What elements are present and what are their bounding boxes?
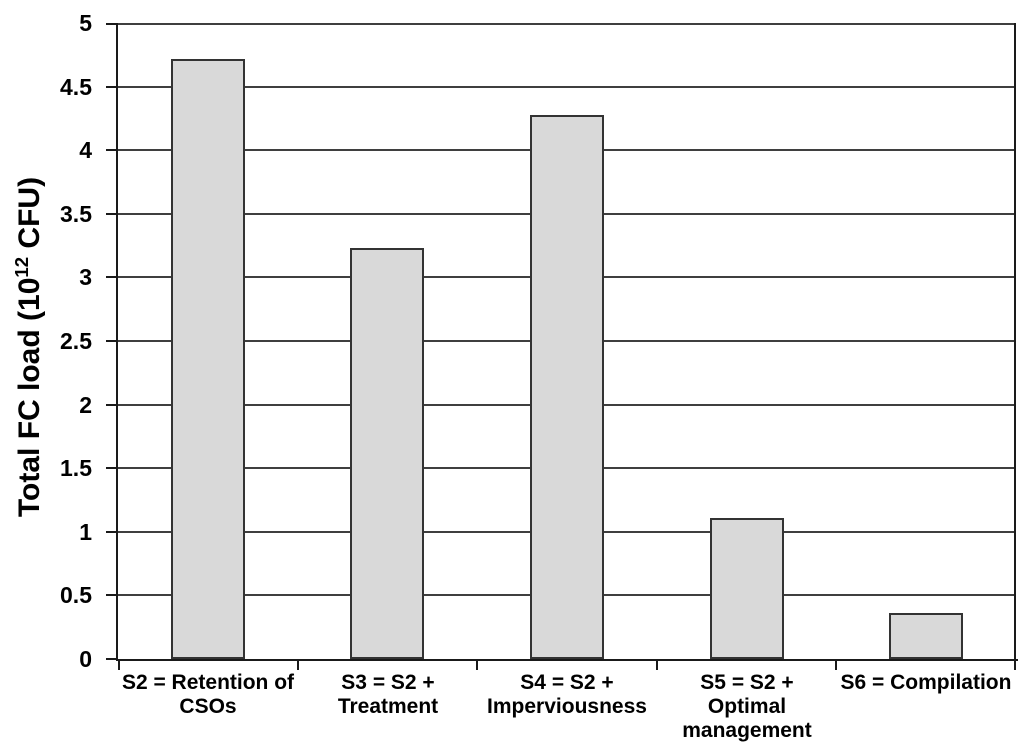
bar-1 bbox=[171, 59, 245, 659]
y-tick-label: 1.5 bbox=[60, 455, 92, 481]
plot-right-border bbox=[1014, 23, 1016, 659]
y-tick-mark bbox=[106, 276, 116, 278]
y-tick-mark bbox=[106, 23, 116, 25]
bar-3 bbox=[530, 115, 604, 659]
y-tick-label: 3.5 bbox=[60, 201, 92, 227]
y-tick-mark bbox=[106, 531, 116, 533]
y-tick-mark bbox=[106, 467, 116, 469]
bar-2 bbox=[350, 248, 424, 659]
x-category-label: S6 = Compilation bbox=[840, 671, 1012, 694]
y-tick-label: 4 bbox=[79, 137, 92, 163]
y-tick-label: 0.5 bbox=[60, 582, 92, 608]
y-tick-mark bbox=[106, 594, 116, 596]
y-tick-mark bbox=[106, 213, 116, 215]
y-tick-mark bbox=[106, 149, 116, 151]
y-axis-line bbox=[116, 23, 118, 659]
x-tick-mark bbox=[118, 659, 120, 670]
y-tick-mark bbox=[106, 340, 116, 342]
x-category-label: S3 = S2 + Treatment bbox=[337, 671, 439, 718]
x-tick-mark bbox=[1014, 659, 1016, 670]
y-axis-tick-labels: 0 0.5 1 1.5 2 2.5 3 3.5 4 4.5 5 bbox=[0, 11, 92, 671]
x-tick-mark bbox=[835, 659, 837, 670]
y-tick-mark bbox=[106, 86, 116, 88]
y-tick-label: 1 bbox=[79, 519, 92, 545]
bar-5 bbox=[889, 613, 963, 659]
x-category-label: S2 = Retention of CSOs bbox=[121, 671, 295, 718]
y-tick-mark bbox=[106, 658, 116, 660]
x-tick-mark bbox=[297, 659, 299, 670]
plot-area bbox=[106, 23, 1018, 670]
gridline bbox=[118, 23, 1016, 25]
y-tick-label: 3 bbox=[79, 264, 92, 290]
x-tick-mark bbox=[476, 659, 478, 670]
gridline bbox=[118, 86, 1016, 88]
x-tick-mark bbox=[656, 659, 658, 670]
y-tick-label: 4.5 bbox=[60, 74, 92, 100]
y-tick-label: 2.5 bbox=[60, 328, 92, 354]
x-axis-category-labels: S2 = Retention of CSOs S3 = S2 + Treatmen… bbox=[118, 671, 1016, 749]
y-tick-mark bbox=[106, 404, 116, 406]
y-tick-label: 5 bbox=[79, 10, 92, 36]
x-axis-line bbox=[116, 659, 1018, 661]
x-category-label: S5 = S2 + Optimal management bbox=[682, 671, 812, 742]
bar-4 bbox=[710, 518, 784, 659]
y-tick-label: 2 bbox=[79, 392, 92, 418]
x-category-label: S4 = S2 + Imperviousness bbox=[487, 671, 647, 718]
y-tick-label: 0 bbox=[79, 646, 92, 672]
